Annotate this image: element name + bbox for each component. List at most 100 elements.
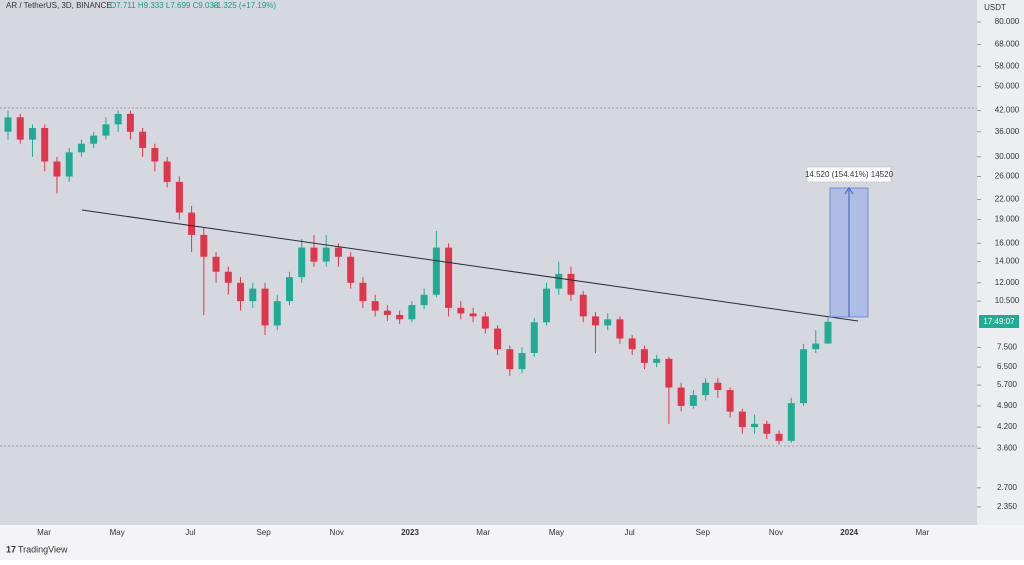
- y-tick-label: 12.000: [995, 278, 1020, 287]
- y-tick-label: 68.000: [995, 39, 1020, 48]
- y-tick-label: 4.900: [997, 401, 1018, 410]
- candle-body: [163, 161, 171, 182]
- candle-body: [555, 273, 563, 289]
- y-tick-label: 16.000: [995, 238, 1020, 247]
- brand-logo: 17: [6, 544, 16, 554]
- candle-body: [640, 349, 648, 363]
- candle-body: [628, 338, 636, 350]
- candle-body: [4, 117, 12, 132]
- y-tick-label: 36.000: [995, 127, 1020, 136]
- y-tick-label: 5.700: [997, 380, 1018, 389]
- time-axis: [0, 525, 1024, 560]
- y-tick-label: 14.000: [995, 257, 1020, 266]
- y-tick-label: 2.700: [997, 483, 1018, 492]
- y-tick-label: 4.200: [997, 422, 1018, 431]
- candle-body: [188, 212, 196, 235]
- candle-body: [543, 288, 551, 323]
- candle-body: [787, 403, 795, 441]
- y-tick-label: 22.000: [995, 195, 1020, 204]
- brand: TradingView: [18, 544, 68, 554]
- candle-body: [616, 319, 624, 339]
- candle-body: [506, 349, 514, 370]
- x-tick-label: Mar: [916, 528, 930, 537]
- change: +1.325 (+17.19%): [212, 1, 276, 10]
- candle-body: [237, 282, 245, 302]
- y-tick-label: 80.000: [995, 17, 1020, 26]
- x-tick-label: May: [110, 528, 125, 537]
- candles: [4, 110, 832, 445]
- candle-body: [273, 301, 281, 326]
- candle-body: [689, 395, 697, 406]
- y-tick-label: 42.000: [995, 106, 1020, 115]
- candle-body: [714, 382, 722, 391]
- x-tick-label: Nov: [769, 528, 783, 537]
- y-tick-label: 26.000: [995, 172, 1020, 181]
- arrow-head: [844, 187, 854, 195]
- candle-body: [567, 273, 575, 295]
- candle-body: [494, 328, 502, 350]
- candle-body: [432, 247, 440, 295]
- candle-body: [800, 349, 808, 404]
- candle-body: [53, 161, 61, 177]
- last-price-label: 17:49:07: [983, 317, 1015, 326]
- candle-body: [65, 152, 73, 177]
- candle-body: [591, 316, 599, 326]
- candle-body: [102, 124, 110, 136]
- ohlc: O7.711 H9.333 L7.699 C9.033: [110, 1, 219, 10]
- candle-body: [677, 387, 685, 406]
- x-tick-label: Mar: [37, 528, 51, 537]
- candle-body: [445, 247, 453, 308]
- candle-body: [139, 131, 147, 148]
- candle-body: [824, 321, 832, 344]
- candle-body: [530, 322, 538, 353]
- candle-body: [420, 294, 428, 306]
- x-tick-label: Nov: [330, 528, 344, 537]
- candle-body: [751, 423, 759, 428]
- x-tick-label: Mar: [476, 528, 490, 537]
- candle-body: [383, 310, 391, 315]
- x-tick-label: Sep: [256, 528, 271, 537]
- candle-body: [175, 181, 183, 213]
- candle-body: [396, 314, 404, 320]
- candle-body: [298, 247, 306, 278]
- x-tick-label: May: [549, 528, 564, 537]
- candle-body: [371, 301, 379, 311]
- candle-body: [665, 358, 673, 388]
- y-tick-label: 58.000: [995, 61, 1020, 70]
- candle-body: [310, 247, 318, 262]
- candle-body: [261, 288, 269, 326]
- y-tick-label: 6.500: [997, 362, 1018, 371]
- y-tick-label: 7.500: [997, 342, 1018, 351]
- candle-body: [114, 113, 122, 125]
- candle-body: [16, 117, 24, 140]
- x-tick-label: Sep: [696, 528, 711, 537]
- candle-body: [334, 247, 342, 257]
- candle-body: [726, 390, 734, 412]
- y-tick-label: 10.500: [995, 296, 1020, 305]
- candle-body: [28, 128, 36, 140]
- candle-body: [702, 382, 710, 396]
- plot-area: [0, 0, 977, 525]
- measure-label-box: [806, 166, 892, 183]
- measure-label: 14.520 (154.41%) 14520: [805, 170, 894, 179]
- currency: USDT: [984, 3, 1006, 12]
- candle-body: [90, 135, 98, 144]
- y-tick-label: 19.000: [995, 215, 1020, 224]
- y-tick-label: 2.350: [997, 502, 1018, 511]
- candle-body: [653, 358, 661, 363]
- price-axis: [977, 0, 1024, 525]
- trend-line[interactable]: [81, 209, 859, 322]
- candle-body: [738, 411, 746, 428]
- candle-body: [41, 128, 49, 162]
- candle-body: [579, 294, 587, 317]
- candle-body: [347, 256, 355, 283]
- candle-body: [126, 113, 134, 132]
- x-tick-label: Jul: [624, 528, 634, 537]
- y-tick-label: 3.600: [997, 443, 1018, 452]
- x-tick-label: 2023: [401, 528, 419, 537]
- candle-body: [812, 343, 820, 350]
- candle-body: [604, 319, 612, 326]
- candle-body: [469, 313, 477, 317]
